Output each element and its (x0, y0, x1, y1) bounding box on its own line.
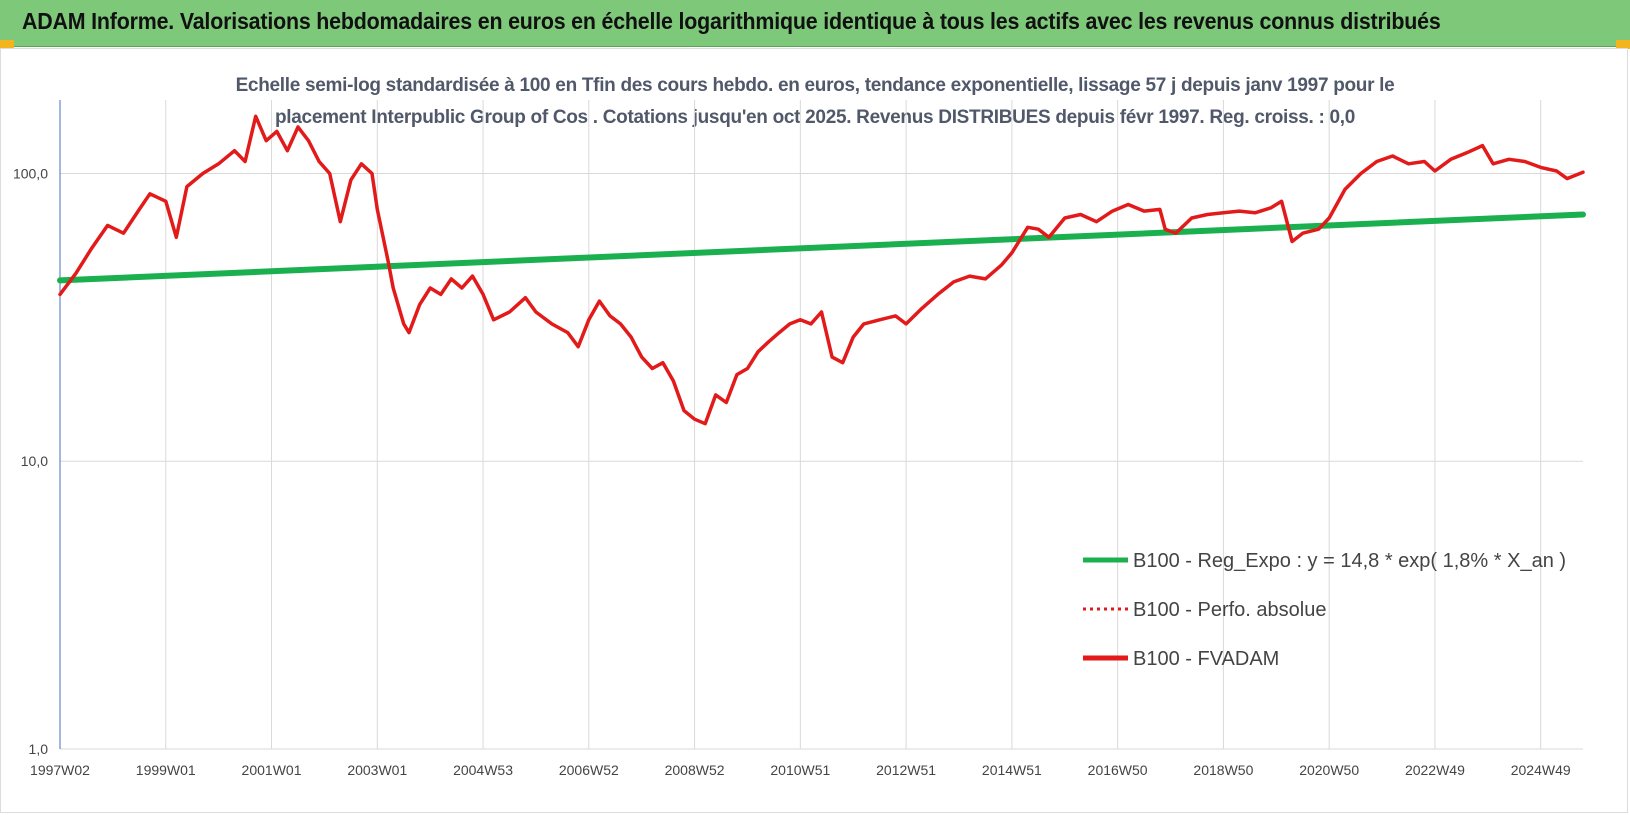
x-tick-label: 2012W51 (876, 762, 936, 778)
legend-label: B100 - Perfo. absolue (1133, 599, 1326, 621)
x-tick-label: 2001W01 (242, 762, 302, 778)
regression-line (57, 211, 1586, 284)
y-tick-label: 10,0 (21, 453, 48, 469)
x-tick-label: 2022W49 (1405, 762, 1465, 778)
corner-marker-right (1616, 40, 1630, 49)
x-tick-label: 2018W50 (1193, 762, 1253, 778)
x-tick-label: 2004W53 (453, 762, 513, 778)
x-tick-label: 2024W49 (1511, 762, 1571, 778)
x-axis-ticks: 1997W02 1999W01 2001W01 2003W01 2004W53 2006W… (30, 762, 1571, 778)
y-tick-label: 1,0 (29, 741, 49, 757)
x-tick-label: 2010W51 (770, 762, 830, 778)
report-banner: ADAM Informe. Valorisations hebdomadaire… (0, 0, 1630, 47)
chart-title-line-1: Echelle semi-log standardisée à 100 en T… (235, 75, 1395, 96)
series-lines (57, 114, 1586, 426)
report-title: ADAM Informe. Valorisations hebdomadaire… (22, 8, 1441, 34)
chart-frame (0, 48, 1628, 813)
x-tick-label: 2016W50 (1088, 762, 1148, 778)
chart-title-line-2: placement Interpublic Group of Cos . Cot… (275, 107, 1355, 128)
x-tick-label: 2008W52 (665, 762, 725, 778)
series-line-2 (58, 114, 1585, 426)
x-tick-label: 2006W52 (559, 762, 619, 778)
y-axis-ticks: 1,0 10,0 100,0 (13, 165, 48, 757)
x-tick-label: 1997W02 (30, 762, 90, 778)
chart-title: Echelle semi-log standardisée à 100 en T… (200, 70, 1430, 134)
legend: B100 - Reg_Expo : y = 14,8 * exp( 1,8% *… (1083, 550, 1566, 670)
legend-label: B100 - Reg_Expo : y = 14,8 * exp( 1,8% *… (1133, 550, 1566, 572)
x-tick-label: 2003W01 (347, 762, 407, 778)
x-tick-label: 2014W51 (982, 762, 1042, 778)
legend-label: B100 - FVADAM (1133, 648, 1279, 670)
y-tick-label: 100,0 (13, 165, 48, 181)
x-tick-label: 2020W50 (1299, 762, 1359, 778)
grid-lines (59, 100, 1583, 750)
x-tick-label: 1999W01 (136, 762, 196, 778)
corner-marker-left (0, 40, 14, 49)
